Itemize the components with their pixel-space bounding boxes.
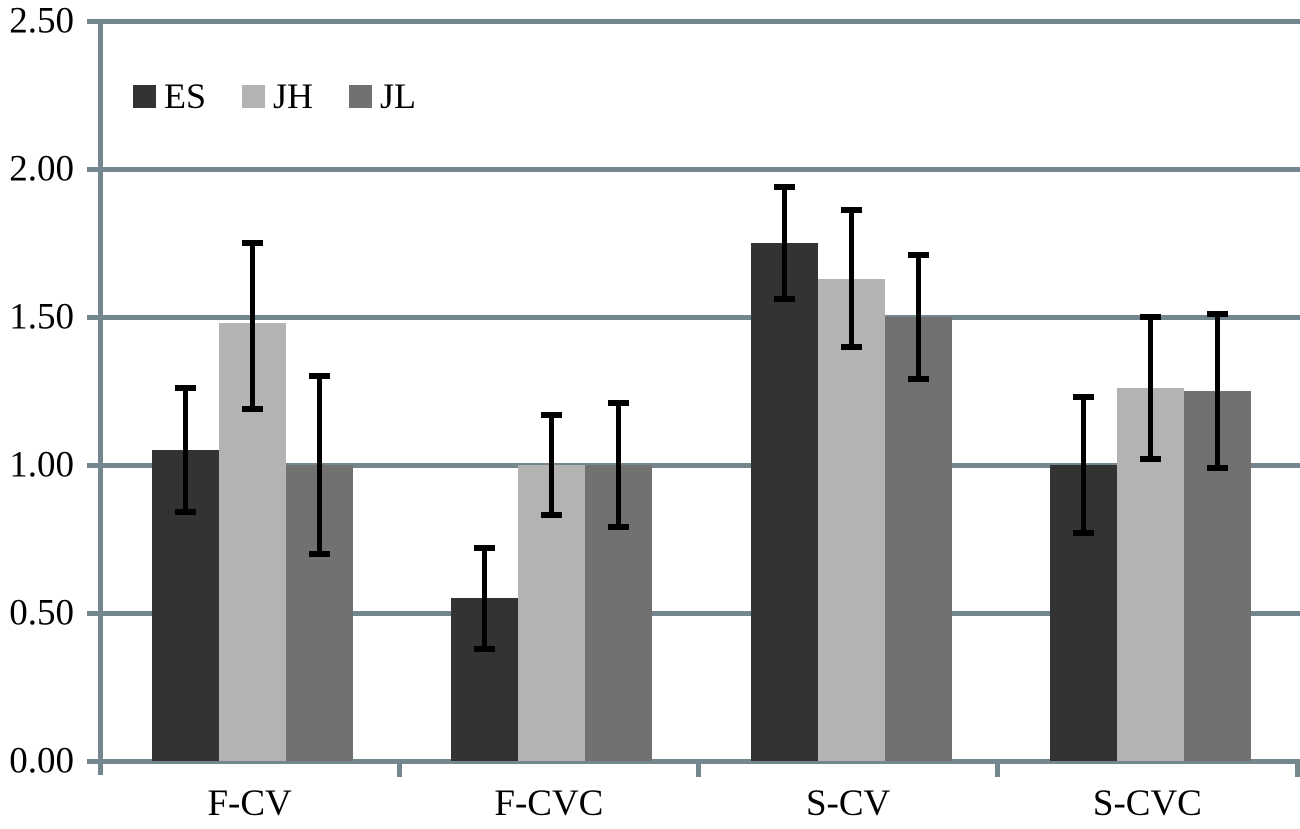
error-bar-cap-bottom <box>175 509 196 516</box>
x-axis-category-label: F-CVC <box>494 783 604 824</box>
x-axis-category-label: S-CVC <box>1092 783 1202 824</box>
bar-JH-S-CV <box>817 278 885 761</box>
error-bar-cap-top <box>474 544 496 551</box>
error-bar-ES-F-CV <box>183 388 188 513</box>
legend-label: JL <box>380 76 417 116</box>
x-axis-tick <box>396 761 402 777</box>
legend-swatch-icon <box>242 84 266 108</box>
error-bar-cap-top <box>907 251 929 258</box>
legend: ES JH JL <box>133 78 416 114</box>
y-axis-tick-label: 0.00 <box>9 740 74 782</box>
legend-item-ES: ES <box>133 78 206 114</box>
y-axis-tick-label: 2.00 <box>9 148 74 190</box>
error-bar-JH-F-CV <box>250 243 255 409</box>
error-bar-cap-top <box>608 399 630 406</box>
error-bar-JH-F-CVC <box>549 414 555 516</box>
legend-swatch-icon <box>349 84 373 108</box>
error-bar-cap-bottom <box>840 343 862 350</box>
x-axis-category-label: S-CV <box>805 783 891 824</box>
gridline <box>87 18 1300 24</box>
error-bar-cap-bottom <box>309 550 330 557</box>
error-bar-JL-F-CV <box>317 376 322 554</box>
gridline <box>87 166 1300 172</box>
error-bar-cap-top <box>1139 314 1161 320</box>
legend-swatch-icon <box>133 84 156 108</box>
bar-ES-S-CV <box>750 243 818 761</box>
gridline <box>87 314 1300 320</box>
y-axis-tick-label: 1.50 <box>9 296 74 338</box>
error-bar-cap-bottom <box>773 296 795 303</box>
y-axis-tick-label: 1.00 <box>9 444 74 486</box>
error-bar-cap-bottom <box>541 512 563 519</box>
error-bar-cap-bottom <box>907 376 929 383</box>
error-bar-cap-bottom <box>474 645 496 652</box>
error-bar-cap-top <box>1206 311 1228 318</box>
error-bar-cap-bottom <box>1206 464 1228 471</box>
error-bar-ES-F-CVC <box>482 547 488 649</box>
legend-label: JH <box>273 76 314 116</box>
gridline <box>87 610 1300 616</box>
error-bar-cap-top <box>541 411 563 418</box>
y-axis-tick-label: 0.50 <box>9 592 74 634</box>
error-bar-cap-top <box>1072 393 1094 400</box>
error-bar-cap-bottom <box>1139 456 1161 463</box>
error-bar-JH-S-CVC <box>1147 317 1153 460</box>
error-bar-JH-S-CV <box>848 210 854 347</box>
gridline <box>87 462 1300 468</box>
y-axis-line <box>97 18 103 775</box>
bar-JL-S-CV <box>884 317 952 761</box>
error-bar-ES-S-CV <box>781 186 787 300</box>
error-bar-cap-top <box>309 373 330 380</box>
x-axis-category-label: F-CV <box>207 783 292 824</box>
error-bar-cap-bottom <box>1072 530 1094 537</box>
error-bar-ES-S-CVC <box>1080 396 1086 534</box>
error-bar-cap-top <box>773 183 795 190</box>
error-bar-cap-top <box>175 385 196 392</box>
error-bar-JL-S-CV <box>915 254 921 380</box>
error-bar-cap-top <box>242 240 263 246</box>
legend-item-JL: JL <box>349 78 416 114</box>
legend-label: ES <box>164 76 207 116</box>
error-bar-cap-bottom <box>242 405 263 412</box>
x-axis-tick <box>1294 761 1300 777</box>
error-bar-cap-top <box>840 207 862 214</box>
y-axis-tick-label: 2.50 <box>9 0 74 42</box>
x-axis-line <box>87 758 1300 764</box>
legend-item-JH: JH <box>242 78 313 114</box>
error-bar-JL-F-CVC <box>616 402 622 528</box>
x-axis-tick <box>696 761 701 777</box>
error-bar-JL-S-CVC <box>1214 314 1220 468</box>
x-axis-tick <box>995 761 1001 777</box>
error-bar-cap-bottom <box>608 524 630 531</box>
